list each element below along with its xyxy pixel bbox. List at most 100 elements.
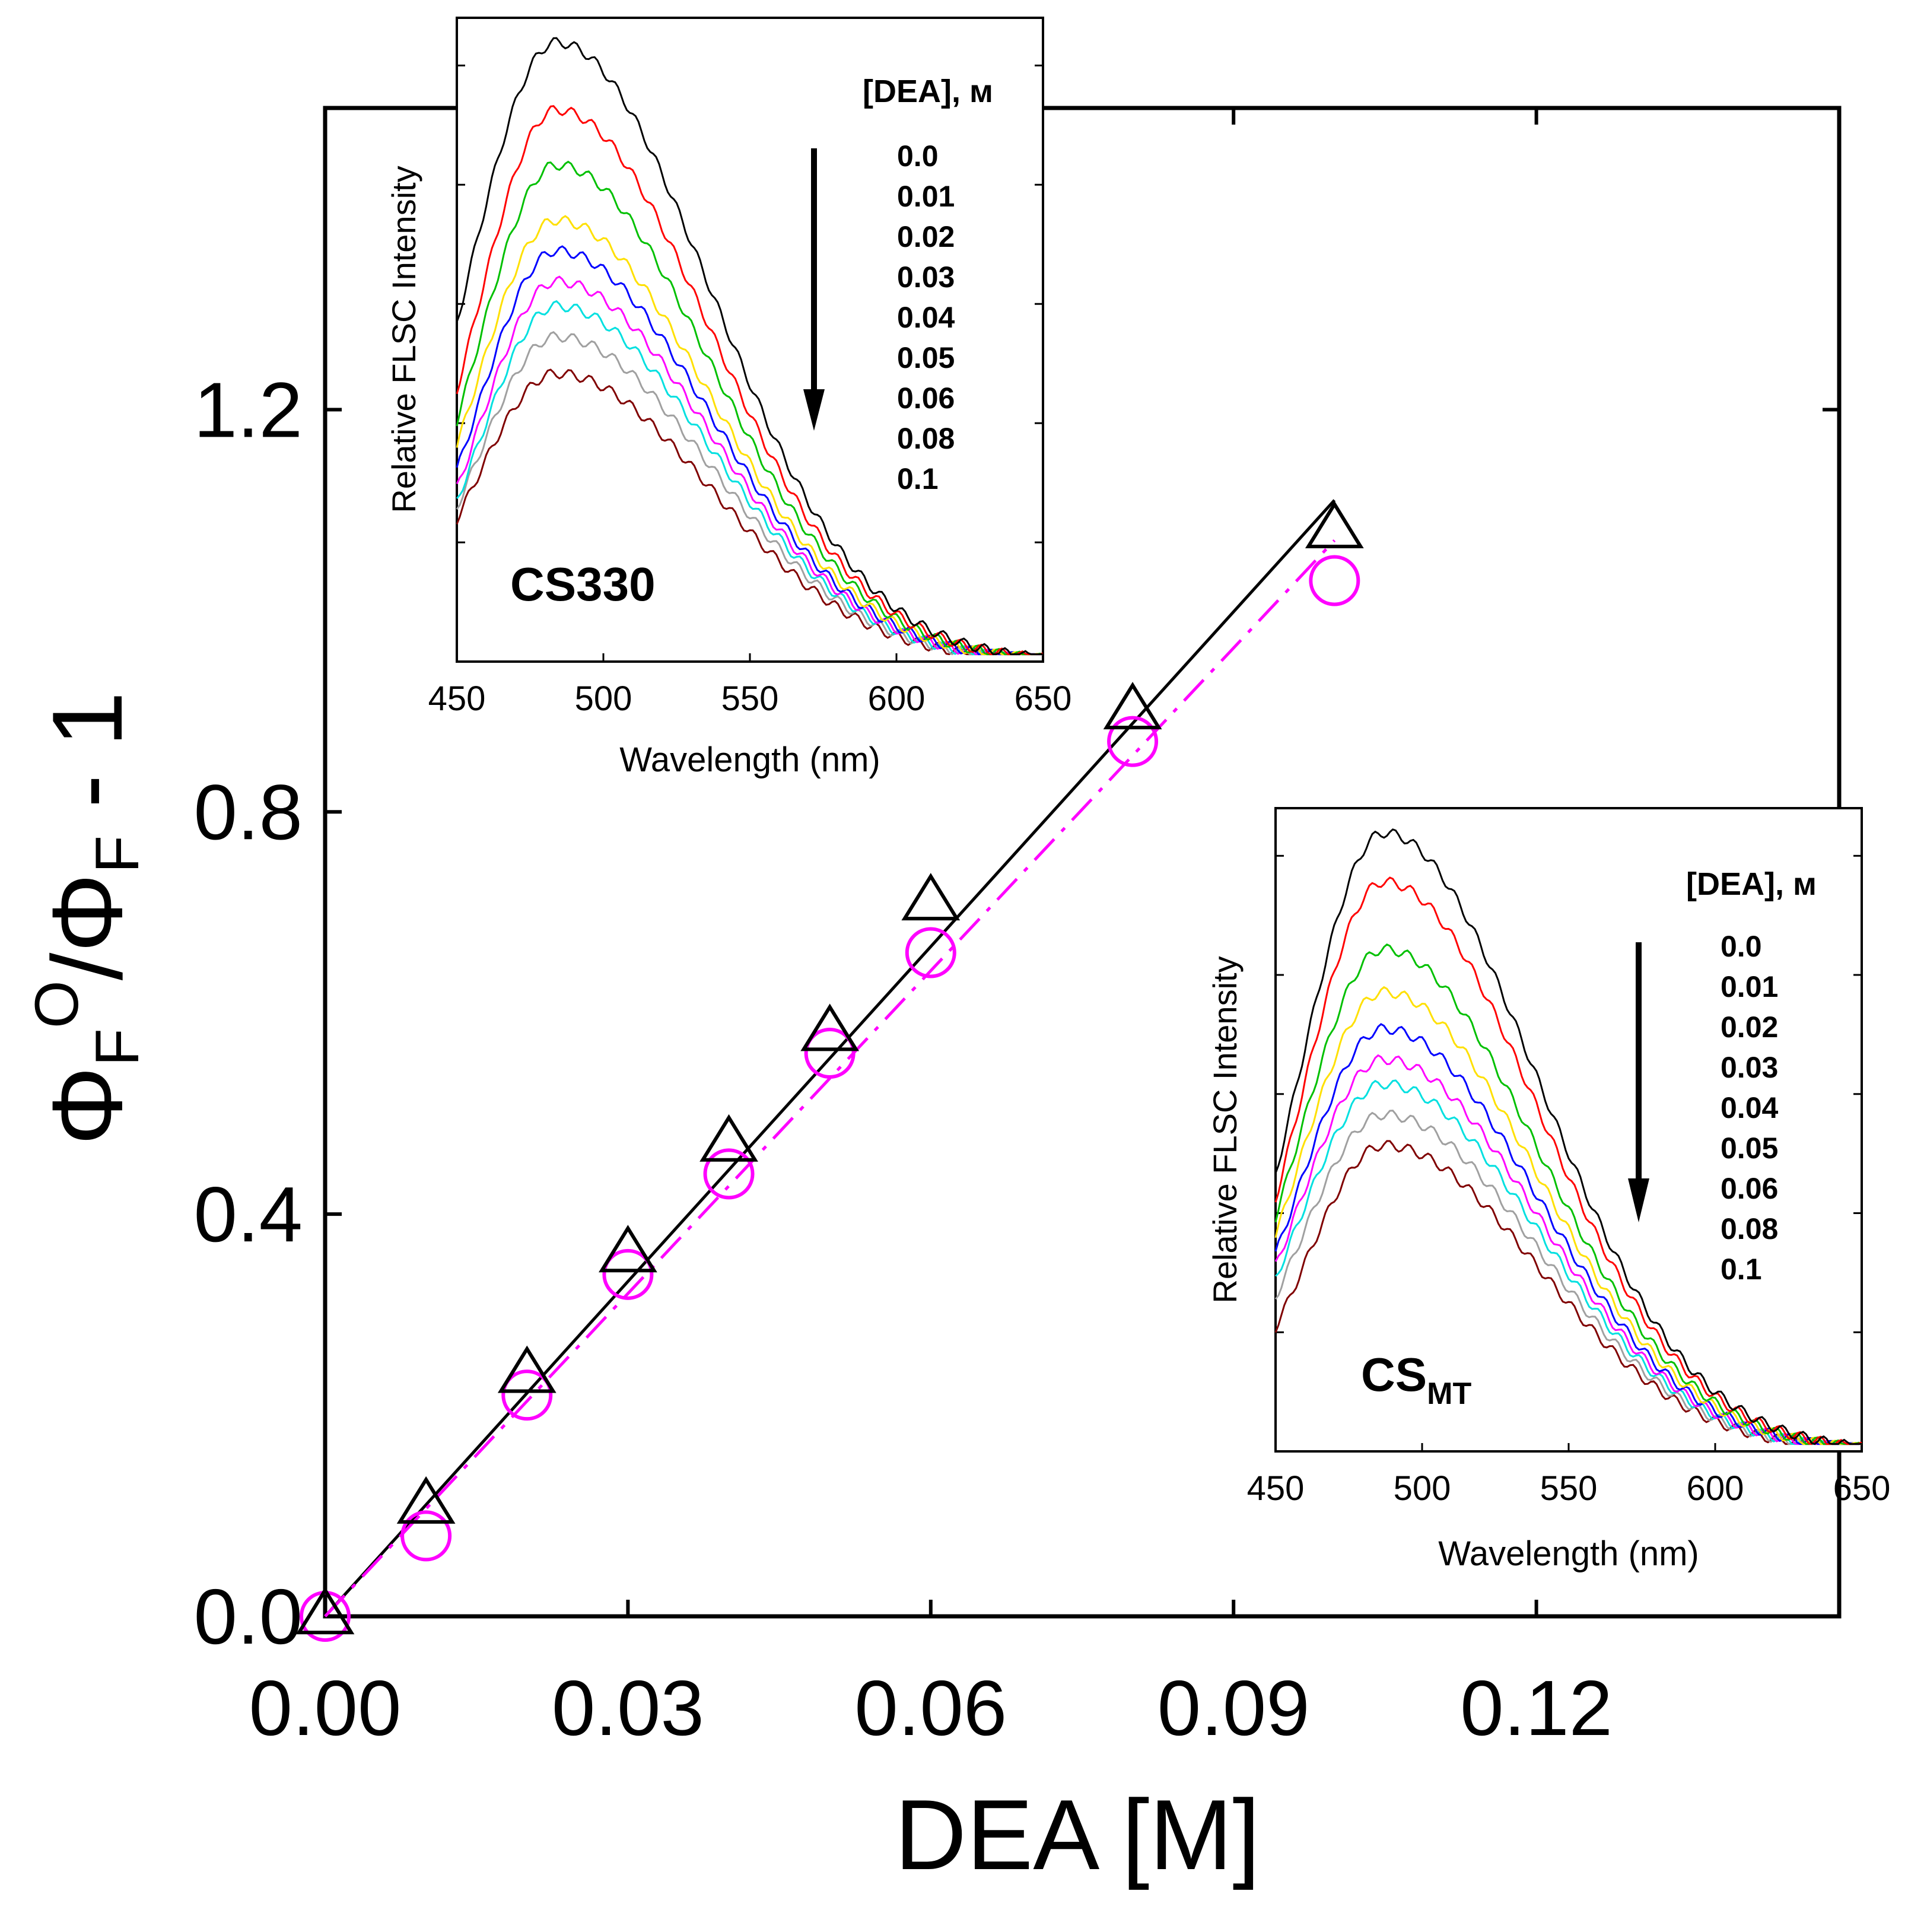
point-csmt — [1107, 716, 1159, 767]
inset-cs330-x-tick-label: 650 — [1015, 679, 1072, 718]
main-x-tick-label: 0.09 — [1157, 1664, 1310, 1752]
spectrum-0.02 — [456, 160, 1044, 656]
point-csmt — [1309, 555, 1360, 606]
inset-csmt-sample-label: CSMT — [1361, 1348, 1471, 1411]
main-y-tick-label: 0.4 — [194, 1171, 303, 1258]
point-cs330 — [901, 873, 961, 921]
inset-csmt-legend-entry: 0.08 — [1721, 1212, 1778, 1245]
point-csmt — [804, 1027, 856, 1079]
y-title-tail: - 1 — [31, 691, 143, 835]
main-y-tick-label: 0.8 — [194, 768, 303, 856]
spectrum-0.01 — [1274, 876, 1862, 1445]
point-cs330 — [295, 1587, 355, 1635]
fit-line-cs330 — [324, 499, 1336, 1618]
inset-csmt-x-tick-label: 550 — [1540, 1469, 1598, 1508]
point-csmt — [905, 927, 956, 978]
inset-cs330-legend-entries: 0.0 0.01 0.02 0.03 0.04 0.05 0.06 0.08 0… — [897, 139, 955, 495]
main-y-tick-label: 0.0 — [194, 1573, 303, 1660]
inset-cs330: 450 500 550 600 650 Wavelength (nm) Rela… — [385, 17, 1072, 779]
inset-cs330-x-tick-label: 600 — [868, 679, 926, 718]
y-title-phi: Φ — [31, 1066, 143, 1146]
inset-csmt-legend-entry: 0.03 — [1721, 1051, 1778, 1084]
inset-cs330-x-tick-label: 550 — [721, 679, 779, 718]
inset-csmt-legend-entry: 0.01 — [1721, 970, 1778, 1003]
inset-csmt-x-tick-label: 500 — [1394, 1469, 1451, 1508]
inset-cs330-legend-title: [DEA], м — [863, 74, 993, 109]
spectrum-0.03 — [1274, 986, 1862, 1445]
inset-csmt-sample-label-sub: MT — [1427, 1377, 1471, 1411]
inset-csmt-legend-title: [DEA], м — [1686, 866, 1817, 902]
inset-cs330-legend-entry: 0.01 — [897, 180, 955, 213]
y-title-slash-phi: /Φ — [31, 873, 143, 981]
inset-csmt-x-tick-label: 600 — [1687, 1469, 1744, 1508]
inset-csmt-x-tick-labels: 450 500 550 600 650 — [1247, 1469, 1891, 1508]
inset-cs330-legend-entry: 0.0 — [897, 139, 939, 173]
point-cs330 — [800, 1003, 860, 1051]
main-x-axis-title: DEA [M] — [895, 1779, 1260, 1890]
inset-cs330-legend-entry: 0.05 — [897, 341, 955, 374]
spectrum-0.03 — [456, 215, 1043, 656]
inset-cs330-background — [457, 18, 1043, 662]
inset-cs330-legend-entry: 0.02 — [897, 220, 955, 253]
inset-cs330-curves — [456, 37, 1044, 656]
point-cs330 — [1103, 682, 1162, 730]
main-x-tick-label: 0.03 — [552, 1664, 704, 1752]
inset-csmt-legend-entry: 0.02 — [1721, 1011, 1778, 1044]
spectrum-0.01 — [456, 105, 1044, 656]
y-title-sub2: F — [83, 835, 152, 873]
point-csmt — [703, 1148, 755, 1200]
point-cs330 — [699, 1114, 758, 1162]
main-x-tick-label: 0.06 — [854, 1664, 1007, 1752]
point-cs330 — [396, 1476, 456, 1524]
point-csmt — [501, 1369, 553, 1421]
inset-csmt-background — [1276, 808, 1862, 1451]
main-x-tick-label: 0.12 — [1460, 1664, 1613, 1752]
svg-text:ΦFO/ΦF - 1: ΦFO/ΦF - 1 — [23, 691, 152, 1145]
point-csmt — [602, 1248, 654, 1300]
main-x-tick-label: 0.00 — [249, 1664, 402, 1752]
inset-csmt-x-tick-label: 650 — [1833, 1469, 1891, 1508]
spectrum-0.1 — [456, 368, 1043, 656]
point-cs330 — [1305, 501, 1364, 549]
inset-cs330-y-axis-title: Relative FLSC Intensity — [385, 166, 422, 513]
inset-csmt-y-axis-title: Relative FLSC Intensity — [1206, 956, 1244, 1303]
inset-cs330-legend-entry: 0.03 — [897, 260, 955, 294]
spectrum-0.02 — [1274, 943, 1862, 1445]
inset-cs330-sample-label: CS330 — [510, 558, 656, 611]
y-title-sup: O — [23, 980, 91, 1028]
inset-csmt-curves — [1274, 828, 1862, 1445]
point-cs330 — [497, 1345, 556, 1393]
spectrum-0.1 — [1274, 1140, 1862, 1445]
inset-csmt-x-tick-label: 450 — [1247, 1469, 1305, 1508]
spectrum-0.05 — [456, 275, 1043, 656]
spectrum-0.0 — [456, 37, 1043, 656]
spectrum-0.05 — [1274, 1054, 1862, 1445]
inset-csmt-down-arrow — [1628, 942, 1649, 1222]
inset-csmt-sample-label-main: CS — [1361, 1348, 1427, 1401]
inset-csmt-legend-entry: 0.0 — [1721, 930, 1762, 963]
main-chart: 0.0 0.4 0.8 1.2 0.00 0.03 0.06 0.09 0.12… — [23, 106, 1842, 1890]
main-y-tick-labels: 0.0 0.4 0.8 1.2 — [194, 366, 303, 1660]
inset-csmt-x-axis-title: Wavelength (nm) — [1438, 1534, 1699, 1573]
inset-cs330-down-arrow — [803, 148, 825, 431]
main-x-tick-labels: 0.00 0.03 0.06 0.09 0.12 — [249, 1664, 1613, 1752]
inset-csmt-legend-entry: 0.05 — [1721, 1132, 1778, 1165]
main-y-axis-title: ΦFO/ΦF - 1 — [23, 691, 152, 1145]
inset-cs330-x-tick-label: 500 — [575, 679, 632, 718]
inset-csmt-legend-entry: 0.04 — [1721, 1091, 1779, 1124]
inset-cs330-x-tick-label: 450 — [428, 679, 486, 718]
inset-csmt-legend-entry: 0.06 — [1721, 1172, 1778, 1205]
inset-cs330-x-axis-title: Wavelength (nm) — [619, 741, 880, 779]
point-cs330 — [599, 1225, 657, 1273]
inset-cs330-legend-entry: 0.1 — [897, 462, 939, 495]
main-y-tick-label: 1.2 — [194, 366, 303, 453]
inset-cs330-legend-entry: 0.06 — [897, 382, 955, 415]
inset-csmt-legend-entry: 0.1 — [1721, 1253, 1762, 1286]
inset-cs330-legend-entry: 0.04 — [897, 301, 955, 334]
inset-cs330-x-tick-labels: 450 500 550 600 650 — [428, 679, 1072, 718]
inset-csmt: 450 500 550 600 650 Wavelength (nm) Rela… — [1206, 807, 1891, 1573]
y-title-sub1: F — [83, 1028, 152, 1066]
inset-csmt-legend-entries: 0.0 0.01 0.02 0.03 0.04 0.05 0.06 0.08 0… — [1721, 930, 1779, 1286]
spectrum-0.0 — [1274, 828, 1862, 1445]
